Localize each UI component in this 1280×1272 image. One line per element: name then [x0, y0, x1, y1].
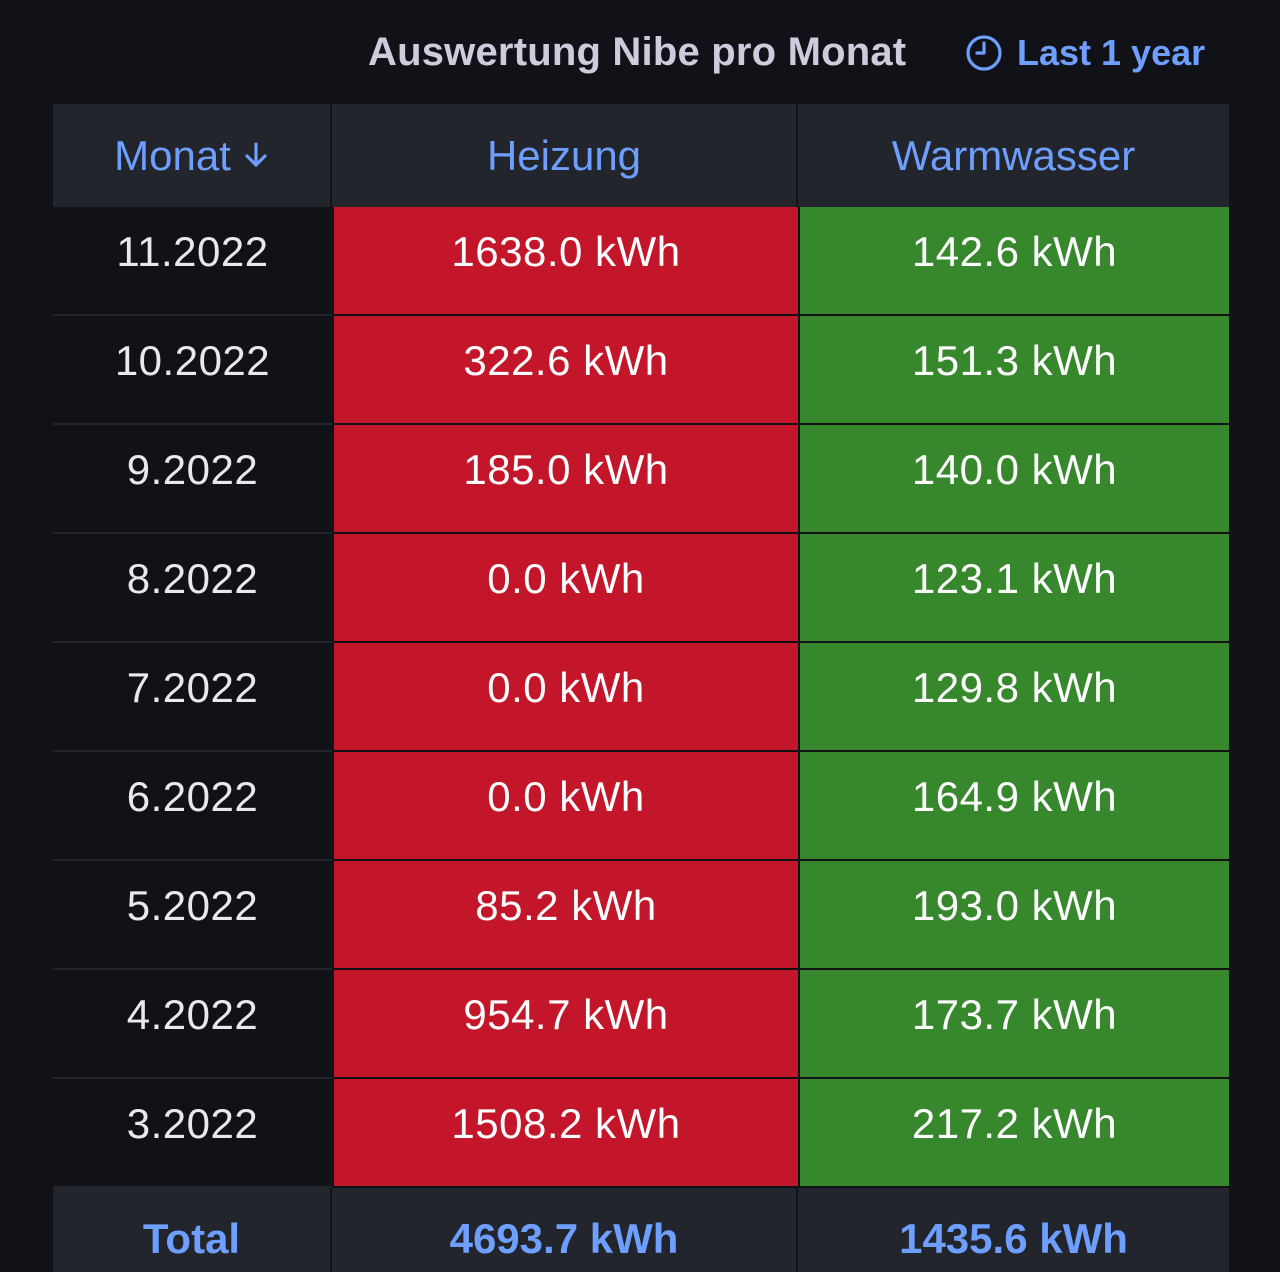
footer-heizung-total: 4693.7 kWh: [332, 1188, 798, 1272]
warmwasser-cell: 193.0 kWh: [798, 861, 1229, 970]
column-header-warmwasser[interactable]: Warmwasser: [798, 104, 1229, 207]
month-cell: 8.2022: [53, 534, 332, 643]
warmwasser-cell: 164.9 kWh: [798, 752, 1229, 861]
heizung-cell: 85.2 kWh: [332, 861, 798, 970]
table-row: 4.2022 954.7 kWh 173.7 kWh: [53, 970, 1229, 1079]
warmwasser-cell: 129.8 kWh: [798, 643, 1229, 752]
clock-icon: [965, 34, 1003, 72]
warmwasser-cell: 151.3 kWh: [798, 316, 1229, 425]
column-header-label: Heizung: [486, 131, 642, 179]
time-range-picker[interactable]: Last 1 year: [965, 32, 1205, 74]
table-row: 10.2022 322.6 kWh 151.3 kWh: [53, 316, 1229, 425]
column-header-heizung[interactable]: Heizung: [332, 104, 798, 207]
month-cell: 9.2022: [53, 425, 332, 534]
table-row: 3.2022 1508.2 kWh 217.2 kWh: [53, 1079, 1229, 1188]
heizung-cell: 0.0 kWh: [332, 534, 798, 643]
column-header-monat[interactable]: Monat: [53, 104, 332, 207]
month-cell: 10.2022: [53, 316, 332, 425]
heizung-cell: 1638.0 kWh: [332, 207, 798, 316]
month-cell: 7.2022: [53, 643, 332, 752]
heizung-cell: 954.7 kWh: [332, 970, 798, 1079]
month-cell: 11.2022: [53, 207, 332, 316]
column-header-label: Warmwasser: [891, 131, 1136, 179]
warmwasser-cell: 217.2 kWh: [798, 1079, 1229, 1188]
month-cell: 3.2022: [53, 1079, 332, 1188]
warmwasser-cell: 123.1 kWh: [798, 534, 1229, 643]
table-row: 7.2022 0.0 kWh 129.8 kWh: [53, 643, 1229, 752]
table-row: 11.2022 1638.0 kWh 142.6 kWh: [53, 207, 1229, 316]
month-cell: 5.2022: [53, 861, 332, 970]
heizung-cell: 0.0 kWh: [332, 643, 798, 752]
arrow-down-icon: [243, 132, 269, 180]
warmwasser-cell: 142.6 kWh: [798, 207, 1229, 316]
table-row: 6.2022 0.0 kWh 164.9 kWh: [53, 752, 1229, 861]
table-footer-row: Total 4693.7 kWh 1435.6 kWh: [53, 1188, 1229, 1272]
heizung-cell: 185.0 kWh: [332, 425, 798, 534]
table-header-row: Monat Heizung Warmwasser: [53, 104, 1229, 207]
data-table: Monat Heizung Warmwasser 11.2022 1638.0 …: [53, 104, 1229, 1272]
table-row: 5.2022 85.2 kWh 193.0 kWh: [53, 861, 1229, 970]
warmwasser-cell: 173.7 kWh: [798, 970, 1229, 1079]
column-header-label: Monat: [114, 131, 231, 179]
heizung-cell: 322.6 kWh: [332, 316, 798, 425]
table-row: 9.2022 185.0 kWh 140.0 kWh: [53, 425, 1229, 534]
footer-total-label: Total: [53, 1188, 332, 1272]
panel-title[interactable]: Auswertung Nibe pro Monat: [368, 30, 907, 74]
footer-warmwasser-total: 1435.6 kWh: [899, 1215, 1128, 1262]
time-range-label: Last 1 year: [1017, 32, 1206, 73]
table-row: 8.2022 0.0 kWh 123.1 kWh: [53, 534, 1229, 643]
month-cell: 6.2022: [53, 752, 332, 861]
panel-header: Auswertung Nibe pro Monat Last 1 year: [0, 0, 1280, 104]
month-cell: 4.2022: [53, 970, 332, 1079]
heizung-cell: 0.0 kWh: [332, 752, 798, 861]
warmwasser-cell: 140.0 kWh: [798, 425, 1229, 534]
heizung-cell: 1508.2 kWh: [332, 1079, 798, 1188]
